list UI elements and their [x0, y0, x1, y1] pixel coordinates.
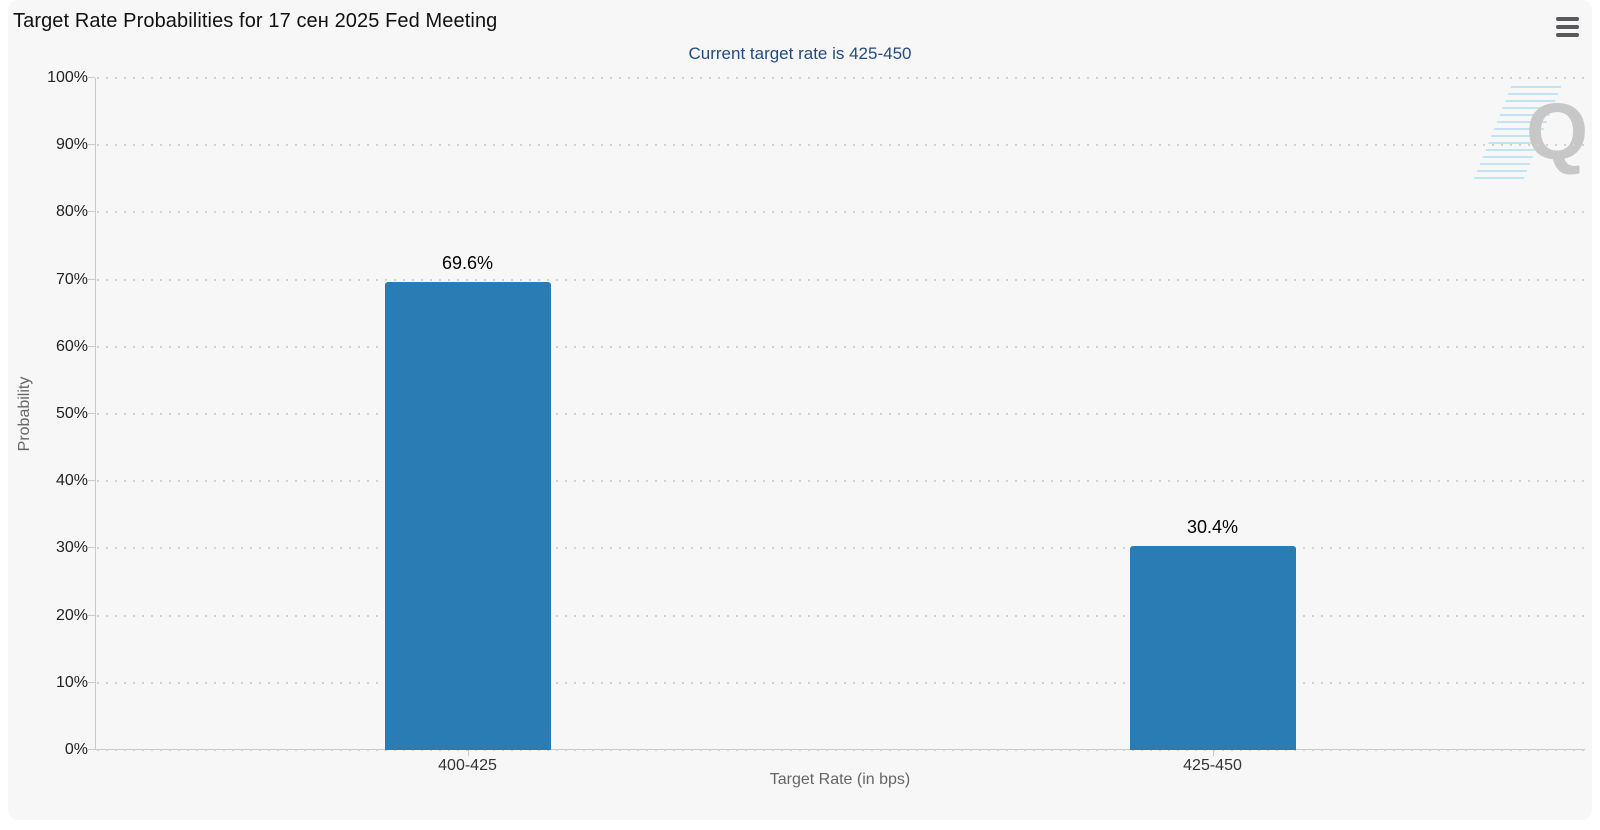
y-gridline [97, 480, 1585, 483]
chart-menu-button[interactable] [1556, 16, 1580, 38]
plot-area: 0% 10% 20% 30% 40% 50% 60% 70% 80% 90% 100% 69.6% 40… [47, 69, 1585, 774]
y-axis-tick [88, 614, 95, 616]
y-gridline [97, 77, 1585, 79]
y-tick-label: 40% [55, 472, 88, 490]
y-axis-line [95, 78, 96, 750]
chart-title: Target Rate Probabilities for 17 сен 202… [13, 10, 498, 32]
probability-bar[interactable] [384, 282, 551, 750]
bar-value-label: 30.4% [1186, 516, 1239, 537]
y-gridline [97, 345, 1585, 348]
y-axis-tick [88, 144, 95, 146]
x-category-label: 400-425 [438, 757, 497, 774]
y-axis-tick [88, 345, 95, 347]
y-tick-label: 50% [55, 405, 88, 422]
y-axis-tick [88, 77, 95, 78]
hamburger-icon [1556, 25, 1579, 29]
y-axis-tick [88, 211, 95, 213]
y-gridline [97, 547, 1585, 550]
y-axis-tick [88, 278, 95, 280]
x-axis-title: Target Rate (in bps) [769, 771, 911, 788]
y-gridline [97, 144, 1585, 147]
y-gridline [97, 278, 1585, 281]
y-tick-label: 90% [55, 136, 88, 154]
chart-subtitle: Current target rate is 425-450 [688, 44, 912, 63]
y-tick-label: 70% [55, 270, 88, 288]
y-tick-label: 80% [55, 203, 88, 221]
hamburger-icon [1556, 33, 1579, 37]
y-tick-label: 60% [55, 337, 88, 355]
x-category-label: 425-450 [1183, 757, 1242, 774]
y-axis-title: Probability [16, 376, 33, 452]
y-axis-tick [88, 480, 95, 482]
watermark-q-logo: Q [1526, 87, 1589, 176]
y-tick-label: 0% [64, 741, 88, 758]
y-tick-label: 20% [55, 606, 88, 624]
x-axis-tick [1212, 750, 1214, 756]
y-tick-label: 100% [47, 69, 88, 86]
bar-value-label: 69.6% [441, 253, 494, 274]
y-axis-tick [88, 413, 95, 414]
hamburger-icon [1556, 17, 1579, 21]
y-gridline [97, 614, 1585, 617]
y-axis-tick [88, 547, 95, 549]
y-gridline [97, 681, 1585, 684]
y-gridline [97, 211, 1585, 214]
y-tick-label: 10% [55, 673, 88, 691]
y-gridline [97, 749, 1585, 751]
y-axis-tick [88, 681, 95, 683]
y-gridline [97, 413, 1585, 415]
probability-bar[interactable] [1129, 545, 1296, 750]
chart-widget: Target Rate Probabilities for 17 сен 202… [8, 0, 1592, 820]
y-tick-label: 30% [55, 539, 88, 557]
x-axis-tick [467, 750, 469, 756]
y-axis-tick [88, 749, 95, 750]
